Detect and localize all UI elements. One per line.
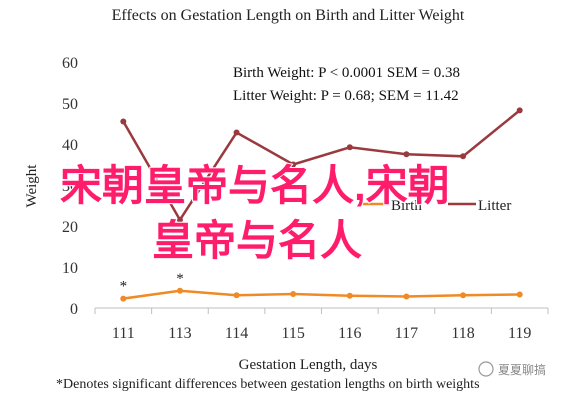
legend-litter-label: Litter bbox=[478, 198, 511, 214]
footnote: *Denotes significant differences between… bbox=[56, 377, 480, 392]
data-point-birth bbox=[403, 293, 410, 300]
series-line-birth bbox=[123, 289, 520, 300]
significance-markers: * * bbox=[120, 271, 184, 295]
overlay-text-line-2: 皇帝与名人 bbox=[152, 217, 362, 264]
data-point-litter bbox=[290, 161, 297, 168]
x-tick-label: 119 bbox=[508, 325, 531, 342]
data-point-litter bbox=[120, 118, 127, 125]
significance-star: * bbox=[176, 271, 184, 287]
y-tick-label: 10 bbox=[62, 260, 78, 277]
data-point-litter bbox=[233, 129, 240, 136]
watermark: 夏夏聊搞 bbox=[478, 361, 546, 377]
annotation-litter-weight: Litter Weight: P = 0.68; SEM = 11.42 bbox=[233, 88, 459, 104]
y-tick-label: 0 bbox=[70, 301, 78, 318]
chart-title: Effects on Gestation Length on Birth and… bbox=[112, 7, 465, 24]
data-point-birth bbox=[516, 291, 523, 298]
data-point-litter bbox=[460, 153, 467, 160]
series-line-litter bbox=[122, 109, 521, 223]
data-point-birth bbox=[346, 292, 353, 299]
annotation-birth-weight: Birth Weight: P < 0.0001 SEM = 0.38 bbox=[233, 65, 460, 81]
watermark-text: 夏夏聊搞 bbox=[498, 362, 546, 377]
data-point-birth bbox=[290, 291, 297, 298]
data-point-birth bbox=[176, 287, 183, 294]
series-layer bbox=[120, 107, 523, 302]
x-tick-label: 117 bbox=[395, 325, 418, 342]
data-point-litter bbox=[403, 151, 410, 158]
legend: Birth Litter bbox=[360, 198, 511, 214]
data-point-litter bbox=[176, 216, 183, 223]
y-tick-label: 50 bbox=[62, 96, 78, 113]
significance-star: * bbox=[120, 279, 128, 295]
y-axis-label: Weight bbox=[24, 164, 40, 208]
watermark-logo-icon bbox=[478, 361, 494, 377]
x-tick-label: 118 bbox=[451, 325, 474, 342]
tick-labels: 0 10 20 30 40 50 60 111 113 114 115 116 117 118 119 bbox=[62, 55, 531, 342]
y-tick-label: 60 bbox=[62, 55, 78, 72]
x-tick-label: 113 bbox=[168, 325, 191, 342]
data-point-birth bbox=[120, 295, 127, 302]
y-tick-label: 20 bbox=[62, 219, 78, 236]
x-tick-label: 114 bbox=[225, 325, 248, 342]
data-point-litter bbox=[516, 107, 523, 114]
x-tick-label: 115 bbox=[281, 325, 304, 342]
y-tick-label: 40 bbox=[62, 137, 78, 154]
overlay-text-line-1: 宋朝皇帝与名人,宋朝 bbox=[60, 162, 450, 209]
legend-birth-label: Birth bbox=[391, 198, 422, 214]
data-point-litter bbox=[346, 144, 353, 151]
x-axis-label: Gestation Length, days bbox=[239, 357, 378, 373]
y-tick-label: 30 bbox=[62, 178, 78, 195]
x-tick-label: 116 bbox=[338, 325, 361, 342]
axes bbox=[94, 307, 549, 314]
data-point-birth bbox=[233, 292, 240, 299]
data-point-birth bbox=[460, 292, 467, 299]
x-tick-label: 111 bbox=[112, 325, 135, 342]
